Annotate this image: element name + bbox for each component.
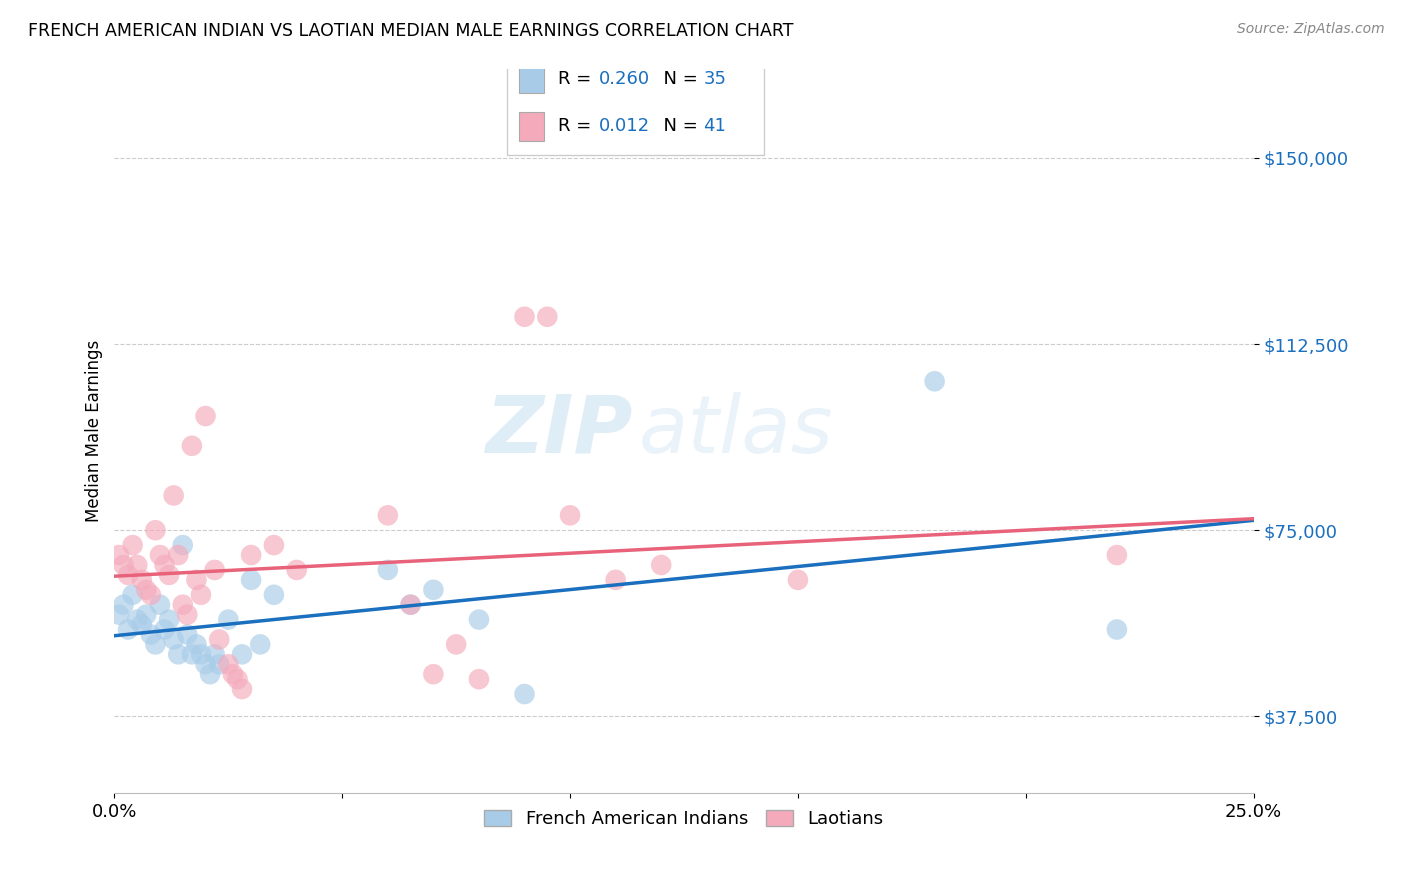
Point — [263, 538, 285, 552]
Point — [131, 617, 153, 632]
Point — [468, 672, 491, 686]
Y-axis label: Median Male Earnings: Median Male Earnings — [86, 340, 103, 522]
Point — [263, 588, 285, 602]
Point — [513, 687, 536, 701]
Point — [121, 588, 143, 602]
Point — [127, 613, 149, 627]
Text: R =: R = — [558, 117, 596, 135]
Point — [204, 648, 226, 662]
Point — [204, 563, 226, 577]
Point — [172, 598, 194, 612]
Point — [153, 623, 176, 637]
Point — [513, 310, 536, 324]
Point — [377, 563, 399, 577]
Point — [231, 648, 253, 662]
Point — [131, 573, 153, 587]
Point — [112, 558, 135, 572]
Point — [149, 548, 172, 562]
Point — [139, 627, 162, 641]
FancyBboxPatch shape — [519, 112, 544, 141]
Point — [249, 637, 271, 651]
Point — [198, 667, 221, 681]
FancyBboxPatch shape — [519, 64, 544, 94]
Text: R =: R = — [558, 70, 596, 88]
Point — [153, 558, 176, 572]
Point — [190, 648, 212, 662]
Point — [194, 657, 217, 672]
Point — [787, 573, 810, 587]
Text: 35: 35 — [703, 70, 727, 88]
Point — [145, 523, 167, 537]
Point — [112, 598, 135, 612]
Point — [186, 573, 208, 587]
Point — [176, 627, 198, 641]
Text: 0.012: 0.012 — [599, 117, 650, 135]
Point — [194, 409, 217, 423]
Point — [135, 607, 157, 622]
Text: 41: 41 — [703, 117, 727, 135]
Point — [180, 648, 202, 662]
Text: FRENCH AMERICAN INDIAN VS LAOTIAN MEDIAN MALE EARNINGS CORRELATION CHART: FRENCH AMERICAN INDIAN VS LAOTIAN MEDIAN… — [28, 22, 793, 40]
Point — [422, 582, 444, 597]
Text: ZIP: ZIP — [485, 392, 633, 470]
Point — [444, 637, 467, 651]
Text: Source: ZipAtlas.com: Source: ZipAtlas.com — [1237, 22, 1385, 37]
Point — [605, 573, 627, 587]
Point — [180, 439, 202, 453]
Point — [650, 558, 672, 572]
Point — [226, 672, 249, 686]
Point — [117, 568, 139, 582]
Point — [163, 488, 186, 502]
Point — [558, 508, 581, 523]
Point — [108, 548, 131, 562]
Text: atlas: atlas — [638, 392, 834, 470]
Point — [924, 374, 946, 388]
Point — [186, 637, 208, 651]
Point — [1105, 623, 1128, 637]
Point — [149, 598, 172, 612]
Point — [240, 573, 263, 587]
Point — [536, 310, 558, 324]
Point — [121, 538, 143, 552]
Point — [167, 548, 190, 562]
Point — [117, 623, 139, 637]
Point — [176, 607, 198, 622]
Legend: French American Indians, Laotians: French American Indians, Laotians — [477, 802, 891, 835]
Point — [217, 613, 239, 627]
Point — [468, 613, 491, 627]
Point — [231, 682, 253, 697]
Point — [1105, 548, 1128, 562]
Point — [208, 657, 231, 672]
Point — [139, 588, 162, 602]
Point — [399, 598, 422, 612]
Point — [217, 657, 239, 672]
Point — [172, 538, 194, 552]
Point — [377, 508, 399, 523]
Point — [108, 607, 131, 622]
Point — [157, 568, 180, 582]
Point — [240, 548, 263, 562]
Text: N =: N = — [652, 117, 703, 135]
Point — [167, 648, 190, 662]
Text: N =: N = — [652, 70, 703, 88]
Point — [127, 558, 149, 572]
Point — [222, 667, 245, 681]
Point — [163, 632, 186, 647]
Point — [145, 637, 167, 651]
FancyBboxPatch shape — [508, 62, 763, 155]
Point — [135, 582, 157, 597]
Point — [208, 632, 231, 647]
Point — [285, 563, 308, 577]
Text: 0.260: 0.260 — [599, 70, 650, 88]
Point — [399, 598, 422, 612]
Point — [422, 667, 444, 681]
Point — [157, 613, 180, 627]
Point — [190, 588, 212, 602]
